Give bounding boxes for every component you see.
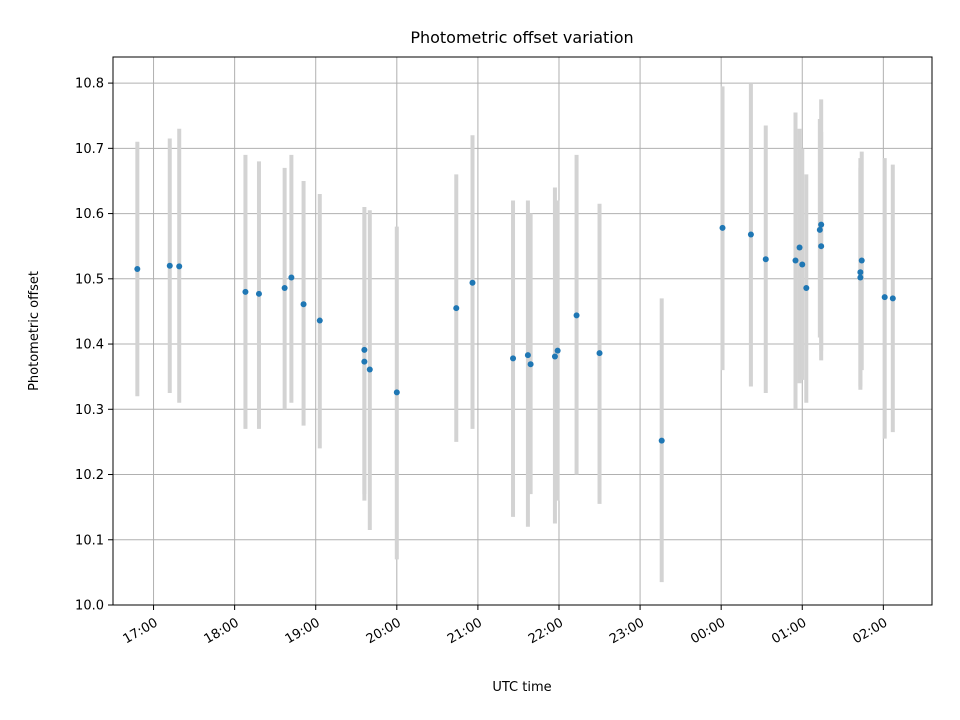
y-tick-label: 10.3 xyxy=(75,403,104,418)
data-point xyxy=(361,358,368,365)
y-axis-ticks: 10.0 10.1 10.2 10.3 10.4 10.5 10.6 10.7 10.8 xyxy=(75,77,113,614)
data-point xyxy=(818,221,825,228)
data-point xyxy=(134,266,141,273)
x-axis-label: UTC time xyxy=(492,680,551,695)
y-tick-label: 10.6 xyxy=(75,207,104,222)
data-point xyxy=(366,366,373,373)
y-tick-label: 10.1 xyxy=(75,533,104,548)
data-point xyxy=(288,274,295,281)
data-point xyxy=(573,312,580,319)
data-point xyxy=(799,261,806,268)
data-point xyxy=(166,262,173,269)
data-point xyxy=(176,263,183,270)
y-axis-label: Photometric offset xyxy=(27,271,42,391)
data-point xyxy=(596,350,603,357)
data-point xyxy=(857,274,864,281)
data-point xyxy=(803,284,810,291)
chart-title: Photometric offset variation xyxy=(410,28,633,47)
data-point xyxy=(242,288,249,295)
data-point xyxy=(796,244,803,251)
y-tick-label: 10.2 xyxy=(75,468,104,483)
data-point xyxy=(889,295,896,302)
y-tick-label: 10.8 xyxy=(75,77,104,92)
data-point xyxy=(524,352,531,359)
data-point xyxy=(453,305,460,312)
data-point xyxy=(881,294,888,301)
data-point xyxy=(255,290,262,297)
data-point xyxy=(393,389,400,396)
data-point xyxy=(658,437,665,444)
y-tick-label: 10.0 xyxy=(75,599,104,614)
data-point xyxy=(469,279,476,286)
data-point xyxy=(316,317,323,324)
data-point xyxy=(719,224,726,231)
y-tick-label: 10.5 xyxy=(75,272,104,287)
plot-area-frame xyxy=(112,56,933,606)
data-point xyxy=(554,347,561,354)
data-point xyxy=(816,226,823,233)
data-point xyxy=(747,231,754,238)
data-point xyxy=(818,243,825,250)
data-point xyxy=(551,353,558,360)
y-tick-label: 10.7 xyxy=(75,142,104,157)
data-point xyxy=(857,269,864,276)
data-point xyxy=(281,284,288,291)
data-point xyxy=(762,256,769,263)
data-point xyxy=(361,346,368,353)
data-point xyxy=(300,301,307,308)
data-point xyxy=(858,257,865,264)
data-point xyxy=(792,257,799,264)
data-point xyxy=(510,355,517,362)
data-point-layer xyxy=(134,221,896,444)
data-point xyxy=(527,361,534,368)
y-tick-label: 10.4 xyxy=(75,338,104,353)
